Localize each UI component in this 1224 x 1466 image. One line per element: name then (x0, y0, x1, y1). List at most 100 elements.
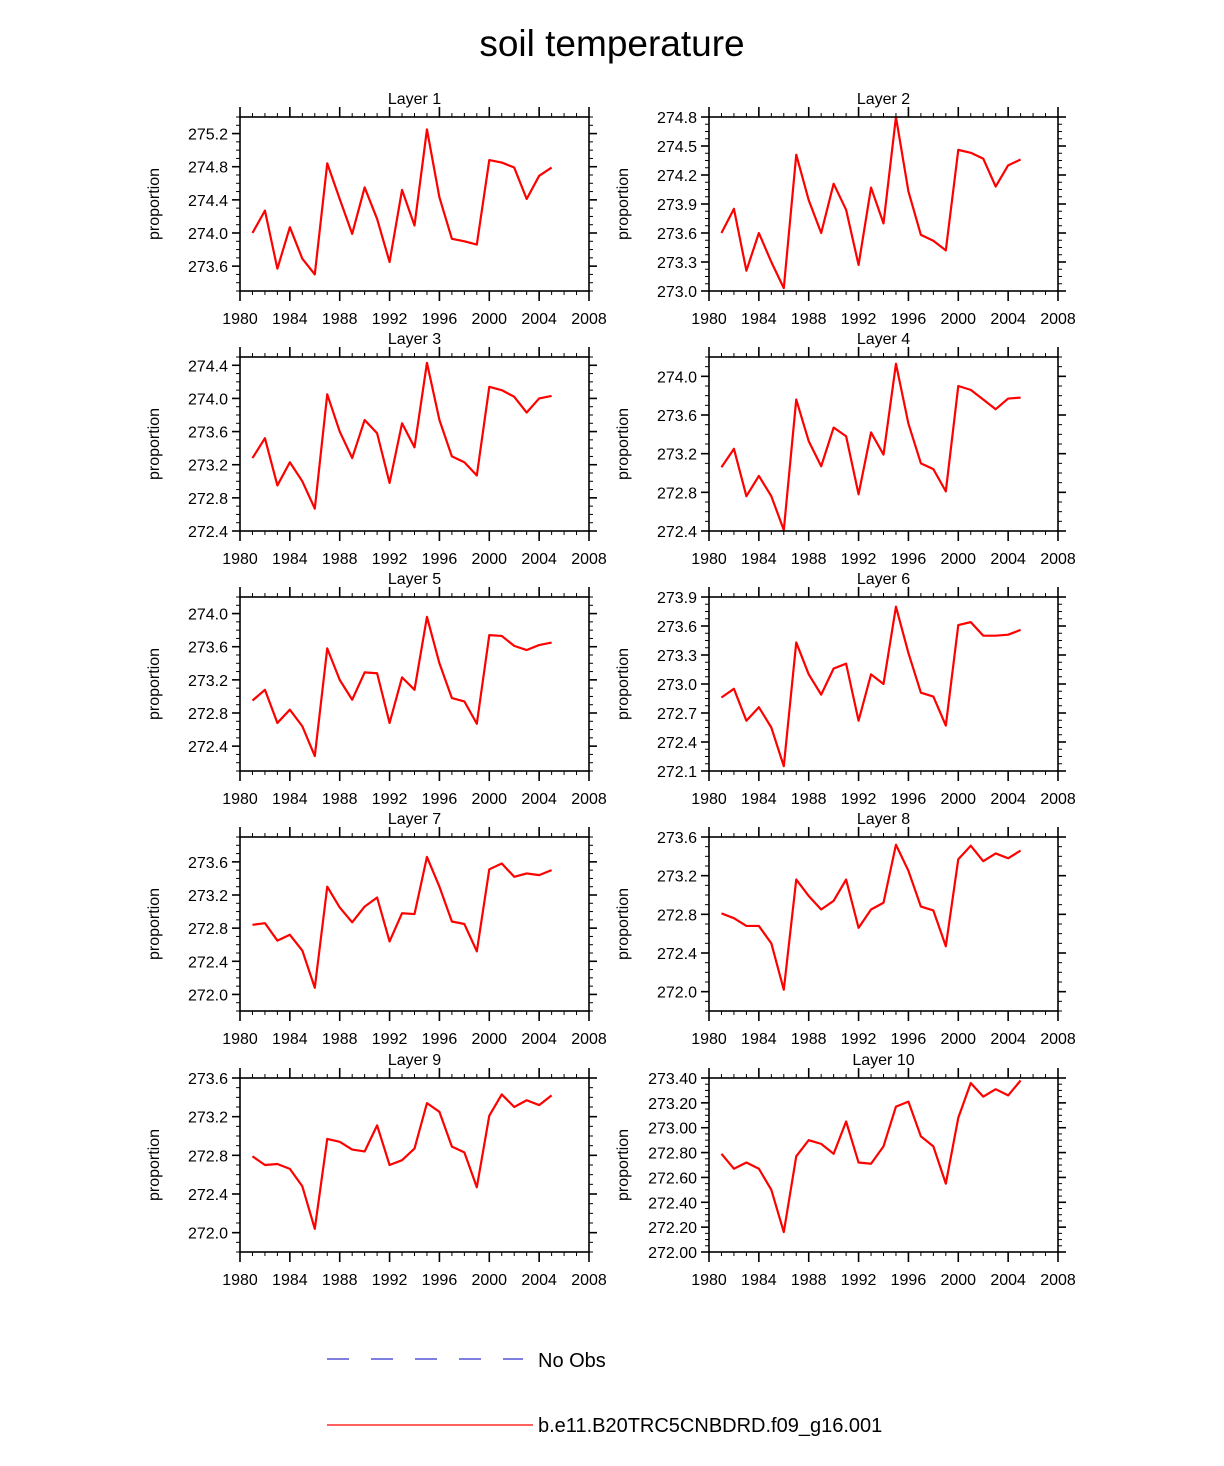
figure-title: soil temperature (479, 23, 744, 64)
y-tick-label: 272.8 (657, 907, 697, 924)
panel-title: Layer 8 (857, 811, 910, 828)
y-tick-label: 272.00 (648, 1245, 697, 1262)
x-tick-label: 1996 (891, 1031, 927, 1048)
y-tick-label: 272.4 (188, 739, 228, 756)
x-tick-label: 2008 (571, 551, 607, 568)
x-tick-label: 1984 (741, 791, 777, 808)
x-tick-label: 2000 (471, 1272, 507, 1289)
x-tick-label: 2000 (940, 311, 976, 328)
y-tick-label: 274.0 (188, 226, 228, 243)
plot-frame (239, 596, 590, 772)
x-tick-label: 2004 (521, 1031, 557, 1048)
x-tick-label: 1992 (841, 1031, 877, 1048)
series-line (720, 605, 1022, 768)
x-tick-label: 2008 (571, 1031, 607, 1048)
x-tick-label: 1984 (272, 311, 308, 328)
y-tick-label: 273.6 (657, 408, 697, 425)
y-axis-label: proportion (615, 648, 632, 720)
x-tick-label: 1992 (841, 791, 877, 808)
x-tick-label: 2000 (471, 1031, 507, 1048)
y-tick-label: 274.8 (657, 110, 697, 127)
y-tick-label: 274.0 (188, 607, 228, 624)
y-tick-label: 273.6 (657, 226, 697, 243)
x-tick-label: 1988 (791, 551, 827, 568)
x-tick-label: 1992 (841, 1272, 877, 1289)
x-tick-label: 1984 (741, 1031, 777, 1048)
x-tick-label: 1992 (841, 311, 877, 328)
y-axis-label: proportion (615, 408, 632, 480)
x-tick-label: 1988 (322, 1031, 358, 1048)
plot-frame (708, 356, 1059, 532)
y-tick-label: 273.6 (188, 1071, 228, 1088)
x-tick-label: 1980 (691, 311, 727, 328)
x-tick-label: 1988 (791, 791, 827, 808)
x-tick-label: 2008 (571, 311, 607, 328)
x-tick-label: 1992 (372, 551, 408, 568)
y-tick-label: 272.0 (188, 987, 228, 1004)
x-tick-label: 2008 (571, 791, 607, 808)
y-tick-label: 272.80 (648, 1146, 697, 1163)
legend: No Obs b.e11.B20TRC5CNBDRD.f09_g16.001 (327, 1350, 882, 1437)
y-tick-label: 272.8 (188, 706, 228, 723)
y-axis-label: proportion (146, 408, 163, 480)
series-line (251, 615, 552, 758)
legend-obs-label: No Obs (538, 1350, 606, 1372)
x-tick-label: 1996 (891, 551, 927, 568)
x-tick-label: 1984 (272, 1272, 308, 1289)
x-tick-label: 2008 (571, 1272, 607, 1289)
y-axis-label: proportion (146, 648, 163, 720)
y-axis-label: proportion (146, 1129, 163, 1201)
y-tick-label: 272.20 (648, 1220, 697, 1237)
plot-frame (708, 116, 1059, 292)
panel-title: Layer 7 (388, 811, 441, 828)
series-line (251, 128, 553, 276)
series-line (720, 362, 1021, 532)
y-tick-label: 273.20 (648, 1096, 697, 1113)
y-tick-label: 274.0 (188, 391, 228, 408)
x-tick-label: 2004 (990, 791, 1026, 808)
x-tick-label: 2008 (1040, 551, 1076, 568)
x-tick-label: 1980 (222, 1031, 258, 1048)
panel-layer-8: Layer 8 proportion 1980 1984 1988 1992 1996 200… (615, 811, 1076, 1048)
y-tick-label: 273.6 (188, 855, 228, 872)
x-tick-label: 1988 (791, 1031, 827, 1048)
x-tick-label: 1984 (272, 1031, 308, 1048)
y-tick-label: 272.1 (657, 764, 697, 781)
plot-frame (239, 116, 590, 292)
x-tick-label: 1988 (322, 551, 358, 568)
x-tick-label: 2000 (471, 791, 507, 808)
y-tick-label: 272.0 (657, 985, 697, 1002)
x-tick-label: 1996 (422, 311, 458, 328)
y-tick-label: 274.4 (188, 358, 228, 375)
x-tick-label: 2000 (471, 311, 507, 328)
y-tick-label: 273.2 (188, 673, 228, 690)
x-tick-label: 1980 (222, 791, 258, 808)
panel-grid: Layer 1 proportion 1980 1984 1988 1992 1996 200… (146, 91, 1076, 1289)
panel-title: Layer 6 (857, 571, 910, 588)
y-tick-label: 275.2 (188, 127, 228, 144)
series-line (251, 361, 552, 510)
y-tick-label: 272.0 (188, 1226, 228, 1243)
x-tick-label: 2004 (990, 311, 1026, 328)
y-tick-label: 272.4 (657, 735, 697, 752)
series-line (720, 115, 1022, 290)
x-tick-label: 1992 (372, 311, 408, 328)
x-tick-label: 2008 (1040, 1031, 1076, 1048)
y-tick-label: 273.3 (657, 648, 697, 665)
y-tick-label: 272.4 (657, 524, 697, 541)
x-tick-label: 1996 (891, 791, 927, 808)
x-tick-label: 1980 (691, 1031, 727, 1048)
y-tick-label: 273.2 (188, 1110, 228, 1127)
x-tick-label: 1996 (422, 1272, 458, 1289)
panel-title: Layer 5 (388, 571, 441, 588)
x-tick-label: 1988 (322, 311, 358, 328)
y-tick-label: 273.2 (188, 458, 228, 475)
x-tick-label: 1980 (222, 1272, 258, 1289)
y-tick-label: 272.4 (188, 524, 228, 541)
y-tick-label: 272.8 (657, 485, 697, 502)
panel-layer-2: Layer 2 proportion 1980 1984 1988 1992 1996 200… (615, 91, 1076, 328)
y-tick-label: 273.9 (657, 590, 697, 607)
plot-frame (239, 836, 590, 1012)
y-tick-label: 273.6 (188, 425, 228, 442)
